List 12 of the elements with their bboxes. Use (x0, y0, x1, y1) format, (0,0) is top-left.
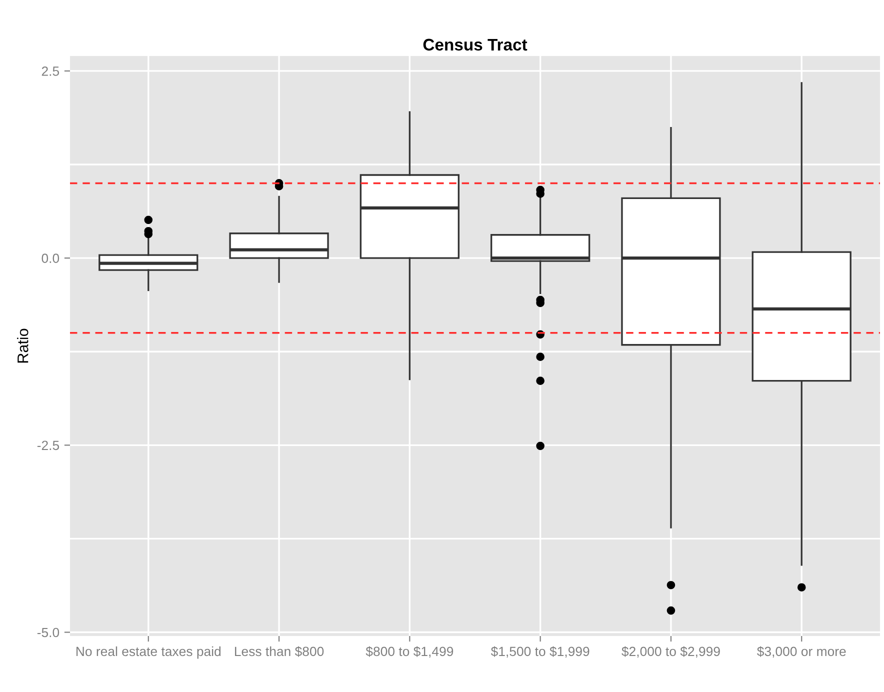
x-tick-label: $2,000 to $2,999 (622, 646, 720, 658)
x-tick-label: $1,500 to $1,999 (490, 646, 590, 658)
x-tick-label: $3,000 or more (757, 646, 846, 658)
y-tick-label: -2.5 (37, 440, 60, 450)
y-tick-label: 0.0 (42, 254, 60, 263)
x-tick-label: No real estate taxes paid (76, 646, 221, 659)
chart-title: Census Tract (423, 38, 528, 51)
y-axis-title: Ratio (17, 328, 28, 363)
x-tick-label: Less than $800 (235, 646, 324, 657)
y-tick-label: -5.0 (37, 628, 60, 638)
y-tick-label: 2.5 (42, 66, 60, 76)
x-tick-label: $800 to $1,499 (366, 646, 454, 658)
